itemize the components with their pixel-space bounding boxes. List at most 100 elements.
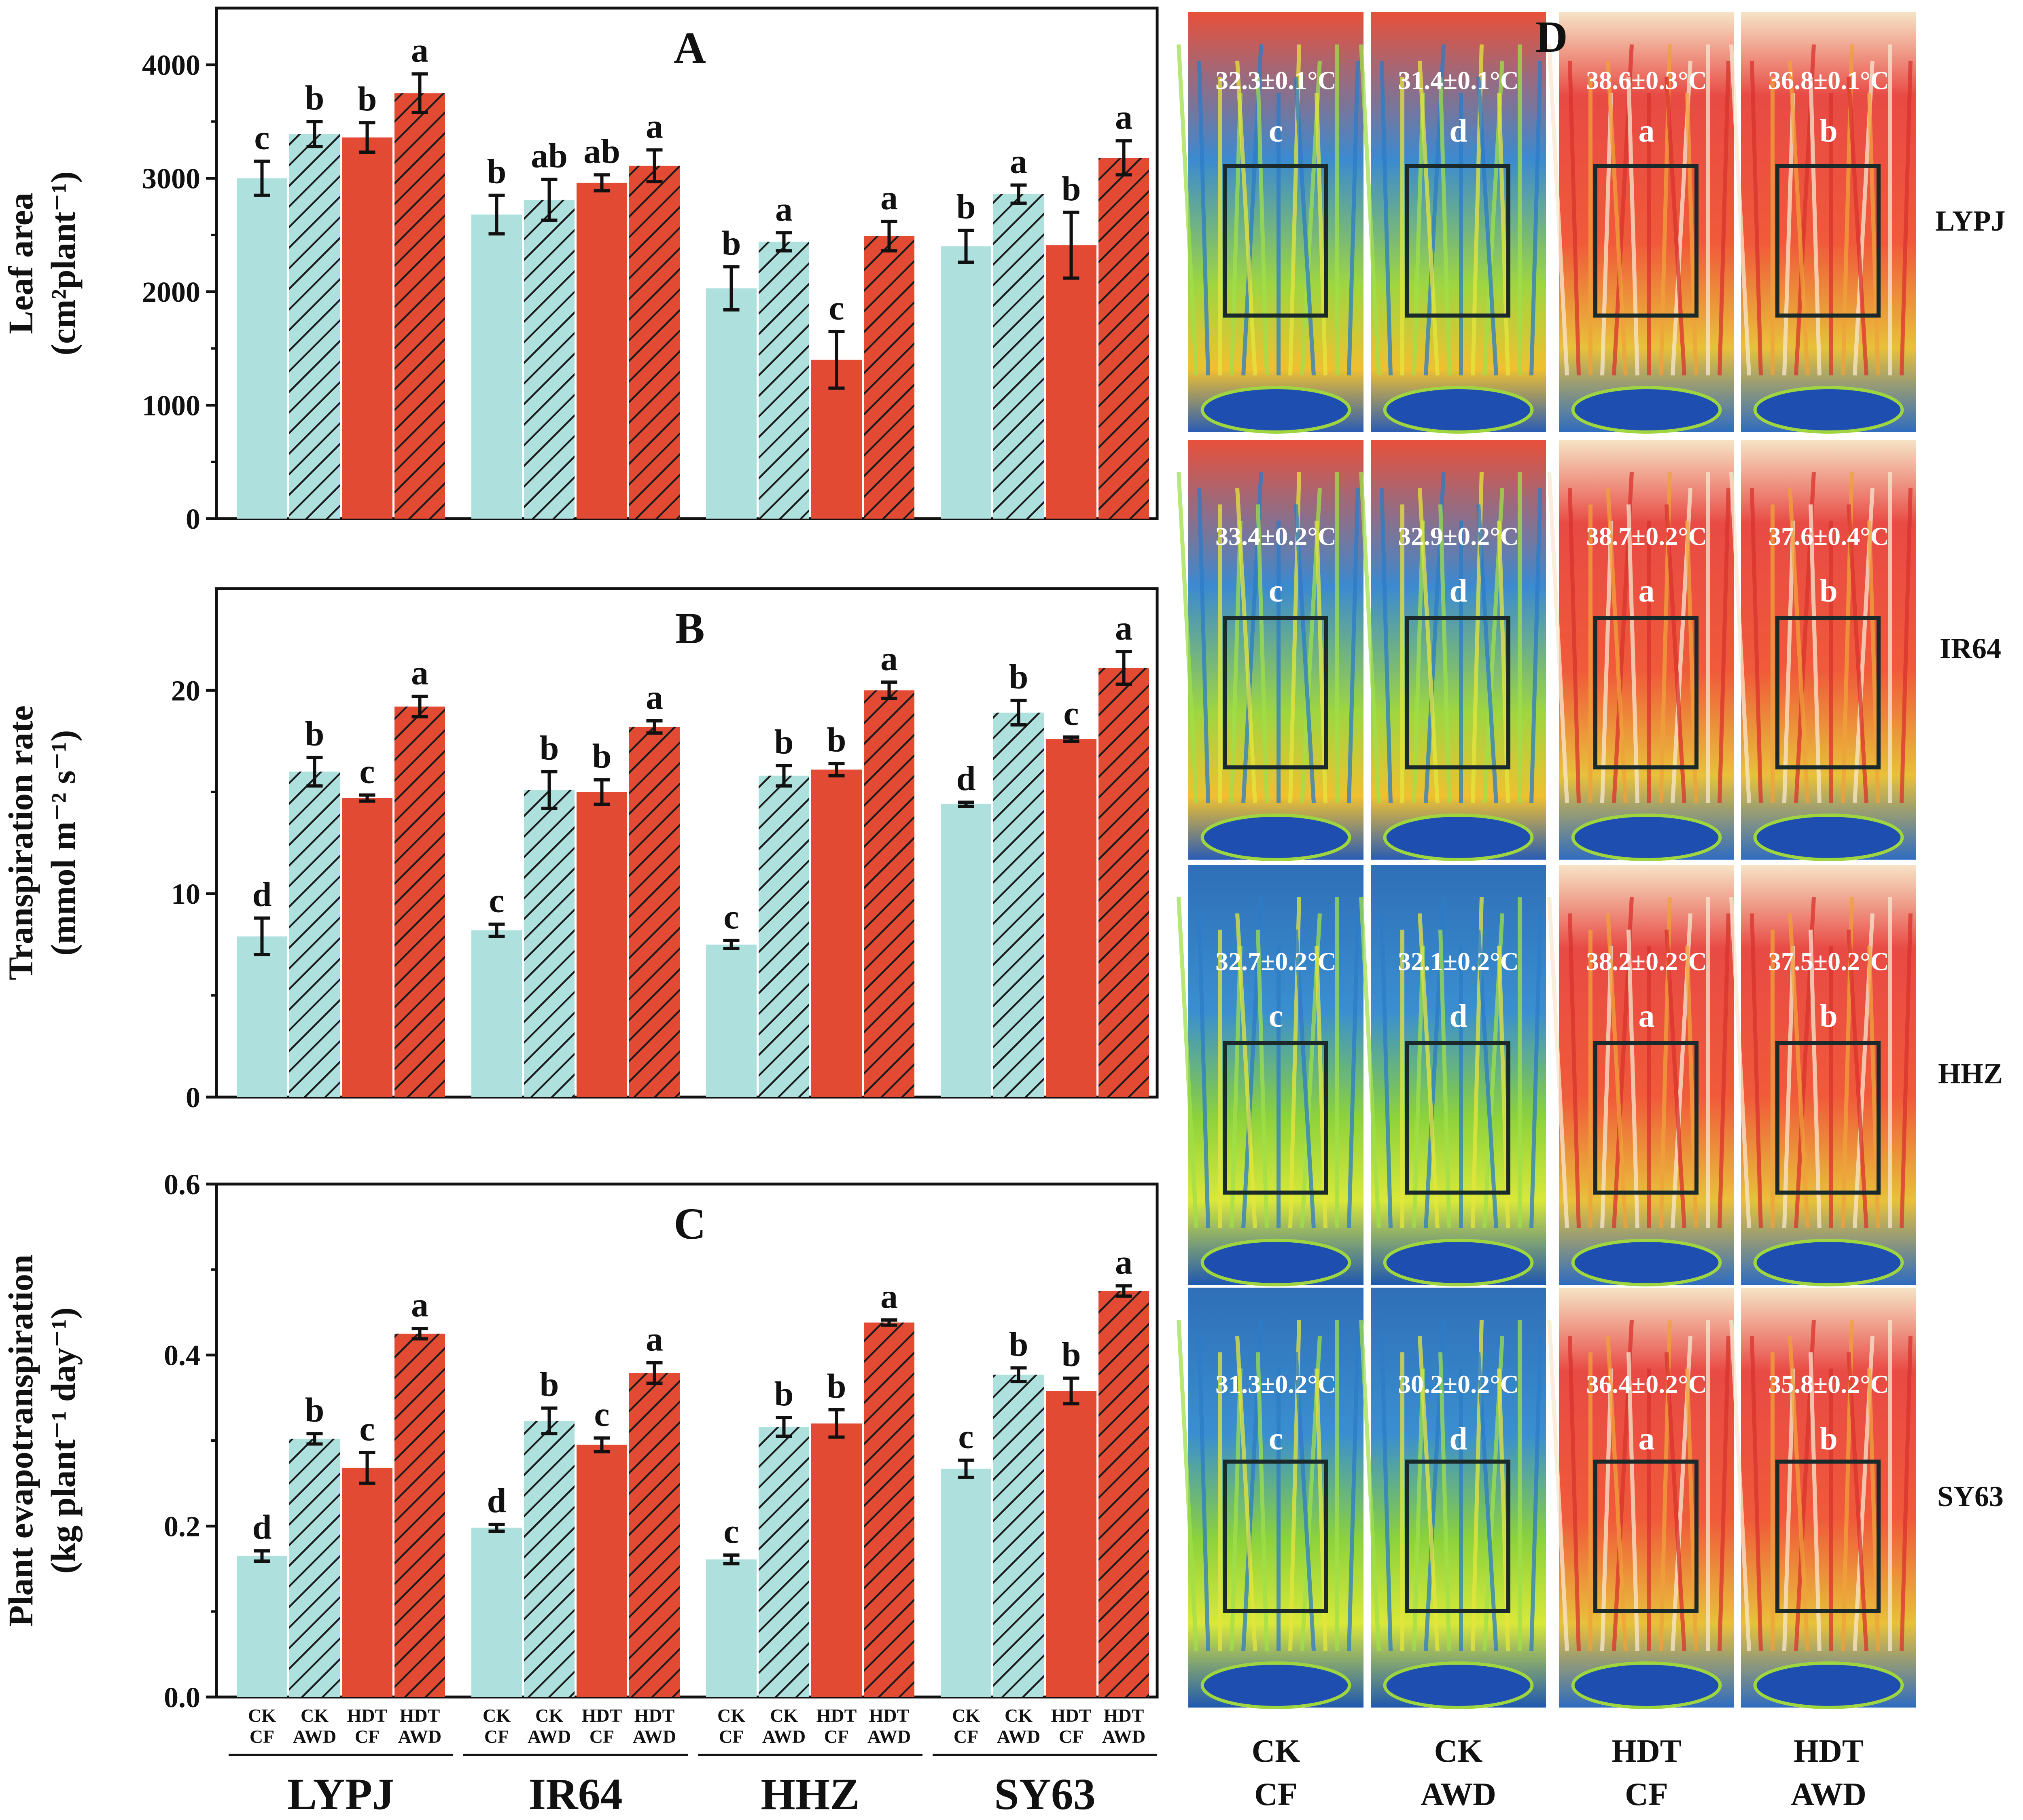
thermal-image-ir64-hdt-cf: 38.7±0.2°C a <box>1547 440 1734 861</box>
leaf-streak <box>1847 76 1868 376</box>
leaf-streak <box>1438 76 1451 376</box>
significance-letter: d <box>487 1481 507 1520</box>
leaf-streak <box>1750 913 1763 1229</box>
leaf-streak <box>1347 60 1360 376</box>
significance-letter: a <box>646 107 663 146</box>
pot <box>1383 814 1534 861</box>
leaf-streak <box>1412 1368 1425 1651</box>
leaf-streak <box>1438 929 1451 1229</box>
y-tick-label: 4000 <box>142 49 200 81</box>
pot <box>1571 1661 1722 1709</box>
leaf-streak <box>1782 945 1795 1229</box>
leaf-streak <box>1750 488 1763 803</box>
significance-letter: c <box>723 897 739 936</box>
leaf-streak <box>1235 1336 1257 1651</box>
x-category-label-line1: CK <box>483 1705 511 1726</box>
bar-lypj-ck-cf <box>237 936 287 1097</box>
x-category-label-line1: CK <box>770 1705 798 1726</box>
plot-frame <box>215 6 1159 520</box>
leaf-streak <box>1256 929 1269 1229</box>
canopy-temperature: 37.5±0.2°C <box>1768 947 1889 976</box>
leaf-streak <box>1547 1320 1569 1651</box>
group-label-lypj: LYPJ <box>287 1769 394 1819</box>
temperature-significance-letter: a <box>1639 113 1655 149</box>
bar-hhz-ck-cf <box>706 1559 757 1697</box>
thermal-background <box>1371 865 1546 1285</box>
temperature-significance-letter: c <box>1269 573 1283 609</box>
pot <box>1383 1239 1534 1286</box>
x-category-label-line2: CF <box>355 1726 380 1747</box>
bar-ir64-ck-cf <box>471 214 522 519</box>
leaf-streak <box>1476 1352 1498 1651</box>
thermal-image-ir64-ck-awd: 32.9±0.2°C d <box>1359 440 1546 861</box>
leaf-streak <box>1177 472 1198 803</box>
bar-sy63-hdt-cf <box>1046 1391 1096 1697</box>
y-tick-label: 0 <box>186 1081 200 1114</box>
column-label-line2: AWD <box>1421 1777 1496 1812</box>
canopy-temperature: 37.6±0.4°C <box>1768 522 1889 551</box>
leaf-streak <box>1568 913 1581 1229</box>
x-category-label-line2: CF <box>824 1726 849 1747</box>
leaf-streak <box>1529 1336 1542 1651</box>
bar-hatch <box>629 727 680 1097</box>
panel-title: A <box>674 23 706 72</box>
leaf-streak <box>1177 897 1198 1229</box>
y-tick-label: 0.2 <box>164 1510 200 1542</box>
leaf-streak <box>1412 945 1425 1229</box>
y-axis-unit-label: (cm²plant⁻¹) <box>44 171 83 355</box>
canopy-temperature: 32.3±0.1°C <box>1215 66 1336 95</box>
leaf-streak <box>1230 1368 1243 1651</box>
significance-letter: c <box>359 752 375 790</box>
temperature-significance-letter: b <box>1819 573 1838 609</box>
measurement-box <box>1223 1460 1328 1613</box>
measurement-box <box>1223 1041 1328 1195</box>
significance-letter: a <box>1115 608 1132 647</box>
measurement-box <box>1775 616 1881 769</box>
leaf-streak <box>1380 60 1393 376</box>
leaf-streak <box>1438 1352 1451 1651</box>
x-category-label-line1: CK <box>1005 1705 1033 1726</box>
leaf-streak <box>1359 897 1381 1229</box>
bar-hatch <box>993 194 1044 519</box>
significance-letter: c <box>359 1409 375 1448</box>
thermal-background <box>1559 440 1734 860</box>
thermal-image-ir64-ck-cf: 33.4±0.2°C c <box>1177 440 1364 861</box>
leaf-streak <box>1568 60 1581 376</box>
temperature-significance-letter: d <box>1449 1421 1467 1457</box>
leaf-streak <box>1665 929 1686 1229</box>
bar-sy63-hdt-cf <box>1046 245 1096 519</box>
bar-hatch <box>993 1375 1044 1697</box>
leaf-streak <box>1197 60 1210 376</box>
significance-letter: b <box>540 729 559 767</box>
pot <box>1753 814 1904 861</box>
x-category-label-line2: AWD <box>528 1726 571 1747</box>
bar-sy63-hdt-cf <box>1046 739 1096 1097</box>
thermal-background <box>1188 12 1364 432</box>
leaf-streak <box>1665 1352 1686 1651</box>
leaf-streak <box>1294 504 1316 803</box>
pot <box>1753 1661 1904 1709</box>
significance-letter: b <box>1009 1324 1028 1363</box>
thermal-background <box>1559 1288 1734 1708</box>
bar-lypj-hdt-cf <box>342 137 392 519</box>
bar-sy63-ck-cf <box>941 246 991 519</box>
leaf-streak <box>1438 504 1451 803</box>
column-label-line1: CK <box>1252 1733 1300 1769</box>
leaf-streak <box>1568 488 1581 803</box>
x-category-label-line1: CK <box>952 1705 980 1726</box>
leaf-streak <box>1418 913 1440 1229</box>
leaf-streak <box>1600 520 1613 803</box>
y-axis-label: Transpiration rate <box>1 706 40 980</box>
significance-letter: a <box>1010 142 1027 180</box>
leaf-streak <box>1476 504 1498 803</box>
canopy-temperature: 35.8±0.2°C <box>1768 1370 1889 1398</box>
leaf-streak <box>1380 1336 1393 1651</box>
significance-letter: c <box>254 118 269 157</box>
significance-letter: a <box>1115 1242 1132 1281</box>
canopy-temperature: 31.3±0.2°C <box>1215 1370 1336 1398</box>
y-tick-label: 2000 <box>142 276 200 308</box>
row-label-lypj: LYPJ <box>1935 205 2005 237</box>
thermal-background <box>1741 440 1916 860</box>
bar-hatch <box>394 706 445 1097</box>
leaf-streak <box>1626 504 1639 803</box>
